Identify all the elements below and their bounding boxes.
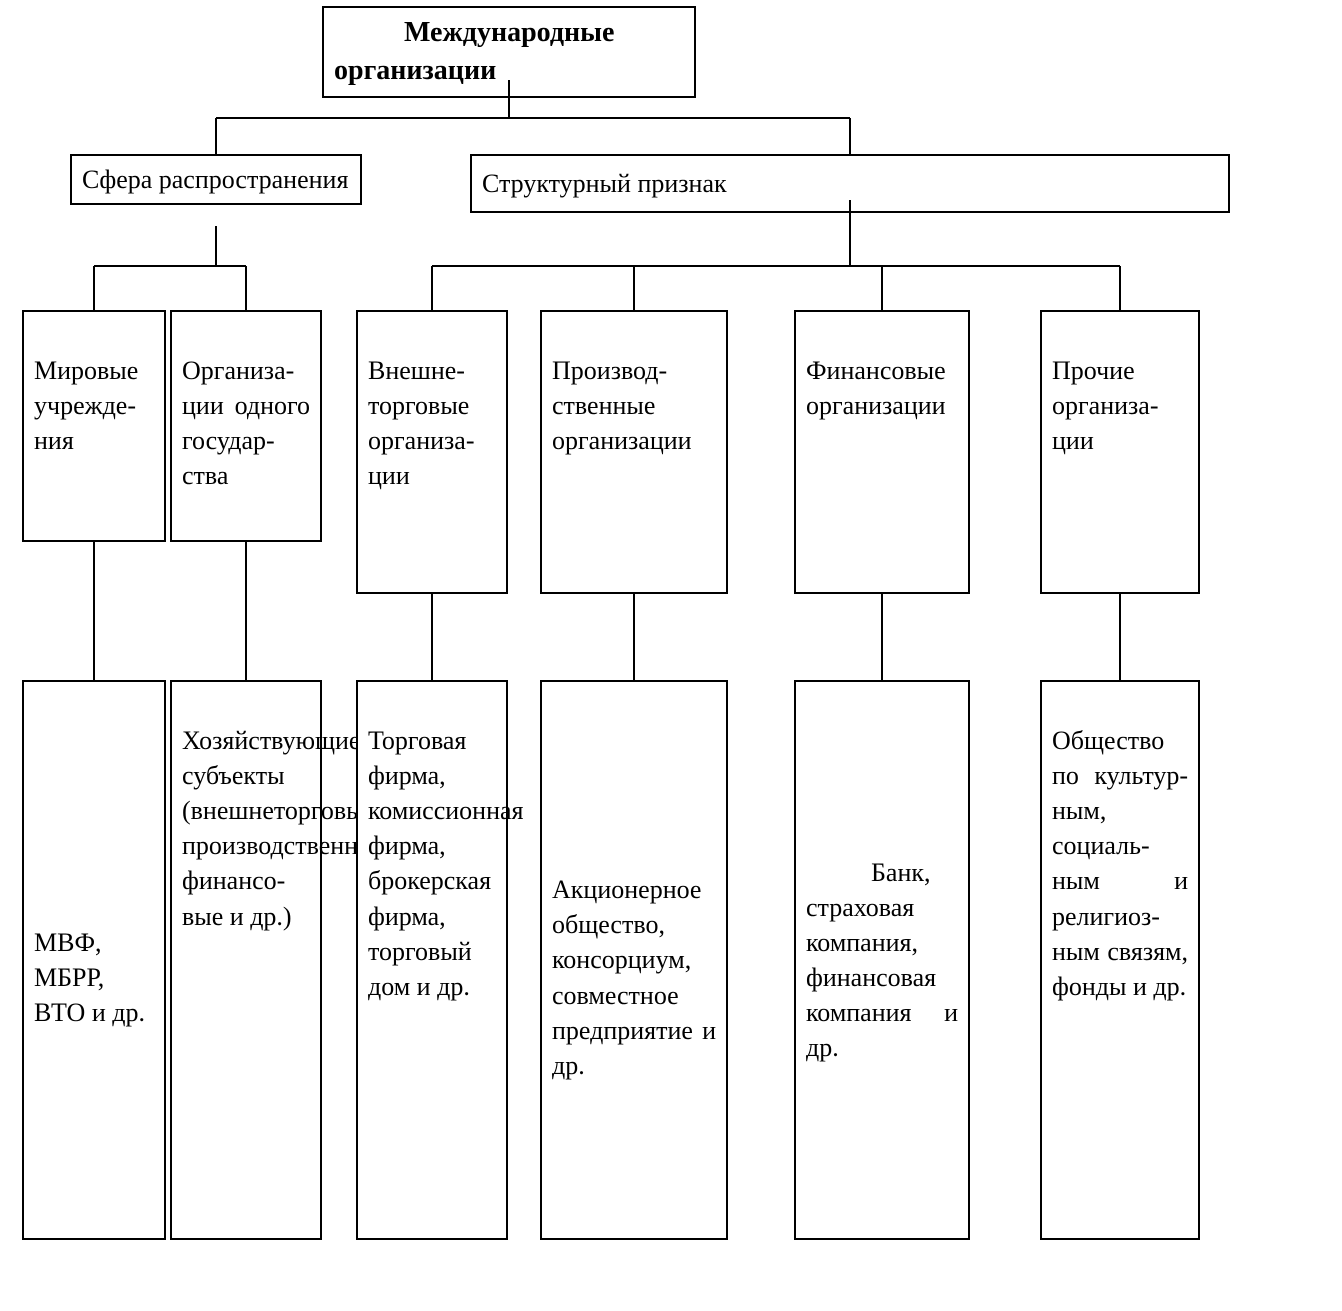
- node-sphere: Сфера распространения: [70, 154, 362, 205]
- leaf-one-state: Хозяйствующие субъекты (внешнеторговые, …: [170, 680, 322, 1240]
- leaf-production-text: Акционерное общество, консорциум, совмес…: [552, 837, 716, 1083]
- node-financial: Финансовые организации: [794, 310, 970, 594]
- leaf-world-inst-text: МВФ, МБРР, ВТО и др.: [34, 890, 154, 1030]
- node-structure: Структурный признак: [470, 154, 1230, 213]
- leaf-world-inst: МВФ, МБРР, ВТО и др.: [22, 680, 166, 1240]
- node-other: Прочие организа-ции: [1040, 310, 1200, 594]
- leaf-financial: Банк, страховая компания, финансовая ком…: [794, 680, 970, 1240]
- structure-label: Структурный признак: [482, 169, 727, 198]
- one-state-label: Организа-ции одного государ-ства: [182, 321, 310, 490]
- leaf-foreign-trade-text: Торговая фирма, комиссионная фирма, брок…: [368, 691, 524, 1001]
- leaf-other-text: Общество по культур-ным, социаль-ным и р…: [1052, 691, 1188, 1001]
- leaf-other: Общество по культур-ным, социаль-ным и р…: [1040, 680, 1200, 1240]
- world-inst-label: Мировые учрежде-ния: [34, 321, 138, 455]
- other-label: Прочие организа-ции: [1052, 321, 1159, 455]
- root-label: Международные организации: [334, 17, 614, 86]
- node-foreign-trade: Внешне-торговые организа-ции: [356, 310, 508, 594]
- leaf-foreign-trade: Торговая фирма, комиссионная фирма, брок…: [356, 680, 508, 1240]
- root-node: Международные организации: [322, 6, 696, 98]
- node-world-inst: Мировые учрежде-ния: [22, 310, 166, 542]
- sphere-label: Сфера распространения: [82, 165, 348, 194]
- leaf-production: Акционерное общество, консорциум, совмес…: [540, 680, 728, 1240]
- financial-label: Финансовые организации: [806, 321, 946, 420]
- node-one-state: Организа-ции одного государ-ства: [170, 310, 322, 542]
- leaf-financial-text: Банк, страховая компания, финансовая ком…: [806, 855, 958, 1066]
- node-production: Производ-ственные организации: [540, 310, 728, 594]
- production-label: Производ-ственные организации: [552, 321, 692, 455]
- foreign-trade-label: Внешне-торговые организа-ции: [368, 321, 475, 490]
